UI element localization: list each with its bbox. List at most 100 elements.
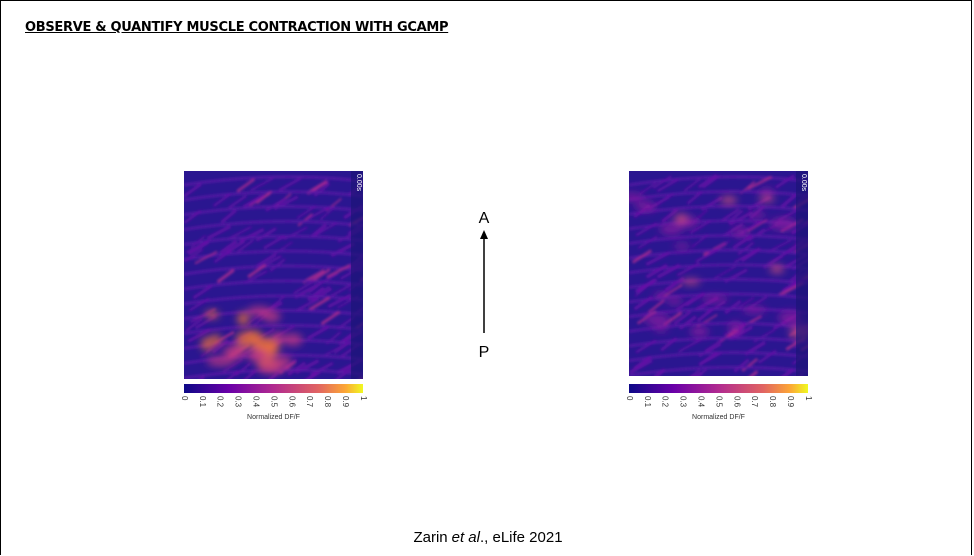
fiber	[741, 357, 759, 372]
colorbar-tick-label: 0.4	[251, 396, 260, 408]
fiber	[335, 368, 353, 379]
fiber	[243, 370, 257, 379]
colorbar-tick-label: 0.2	[661, 396, 670, 408]
fiber	[733, 358, 750, 373]
fiber	[247, 263, 267, 279]
fiber	[749, 370, 759, 376]
colorbar-tick-label: 0.3	[679, 396, 688, 408]
fiber	[656, 263, 681, 279]
activity-spot	[256, 360, 285, 374]
fiber	[226, 370, 240, 379]
activity-spot	[205, 310, 219, 319]
fiber	[212, 339, 229, 354]
colorbar	[629, 384, 808, 393]
fiber	[326, 263, 351, 279]
colorbar-tick-label: 0	[625, 396, 634, 401]
fiber	[714, 265, 737, 280]
activity-spot	[250, 337, 278, 351]
fiber	[184, 183, 202, 198]
heatmap-texture	[629, 173, 808, 376]
muscle-band	[184, 205, 363, 217]
fiber	[678, 338, 702, 353]
activity-spot	[237, 312, 250, 326]
fiber	[693, 372, 703, 376]
activity-spot	[741, 306, 767, 314]
fiber	[645, 251, 671, 266]
orientation-arrow	[480, 230, 488, 333]
fiber	[720, 208, 740, 223]
fiber	[697, 173, 718, 189]
fiber	[255, 227, 277, 242]
activity-spot	[643, 313, 671, 326]
fiber	[324, 342, 348, 357]
fiber	[724, 299, 742, 315]
fiber	[310, 268, 331, 283]
fiber	[239, 227, 265, 243]
fiber	[629, 358, 653, 374]
fiber	[638, 181, 658, 196]
activity-spot	[666, 296, 683, 306]
fiber	[689, 220, 711, 234]
fiber	[278, 177, 302, 192]
activity-spot	[720, 196, 737, 205]
fiber	[660, 337, 678, 352]
fiber	[327, 293, 352, 309]
colorbar-tick-label: 0.3	[234, 396, 243, 408]
posterior-label: P	[479, 344, 490, 361]
fiber	[268, 371, 280, 379]
fiber	[747, 219, 768, 233]
fiber	[188, 297, 210, 312]
fiber	[702, 174, 721, 189]
colorbar-tick-label: 0.7	[305, 396, 314, 408]
fiber	[265, 197, 287, 212]
fiber	[747, 175, 773, 191]
fiber	[185, 239, 210, 254]
activity-spot	[759, 187, 775, 196]
heatmap-edge	[796, 171, 808, 376]
activity-spot	[206, 356, 235, 367]
fiber	[184, 248, 204, 263]
fiber	[228, 194, 248, 209]
fiber	[691, 234, 709, 248]
muscle-band	[629, 204, 808, 216]
fiber	[297, 213, 313, 227]
fiber	[781, 368, 795, 376]
activity-spot	[769, 264, 785, 274]
muscle-band	[629, 365, 808, 376]
citation-rest: ., eLife 2021	[479, 529, 563, 546]
fiber	[227, 225, 252, 240]
muscle-band	[629, 263, 808, 275]
activity-spot	[659, 223, 683, 236]
fiber	[704, 338, 725, 352]
colorbar-tick-label: 0.8	[768, 396, 777, 408]
fiber	[780, 193, 797, 209]
activity-spot	[653, 325, 669, 332]
fiber	[306, 206, 331, 221]
fiber	[308, 296, 331, 312]
colorbar-tick-label: 0.9	[341, 396, 350, 408]
activity-spot	[681, 278, 701, 285]
muscle-band	[184, 190, 363, 202]
fiber	[653, 368, 666, 376]
fiber	[661, 208, 679, 223]
fiber	[673, 310, 692, 325]
fiber	[740, 247, 761, 262]
fiber	[206, 225, 232, 240]
fiber	[686, 190, 703, 205]
muscle-band	[184, 175, 363, 187]
activity-spot	[701, 295, 729, 303]
activity-spot	[200, 337, 214, 351]
fiber	[219, 239, 238, 255]
fiber	[216, 268, 235, 284]
colorbar-tick-label: 0.8	[323, 396, 332, 408]
fiber	[652, 175, 672, 190]
heatmap-image	[629, 171, 808, 376]
fiber	[296, 297, 320, 312]
fiber	[676, 262, 701, 277]
fiber	[198, 375, 206, 379]
fiber	[199, 344, 219, 358]
fiber	[315, 222, 338, 236]
fiber	[185, 317, 203, 332]
fiber	[633, 295, 653, 311]
fiber	[637, 235, 658, 249]
